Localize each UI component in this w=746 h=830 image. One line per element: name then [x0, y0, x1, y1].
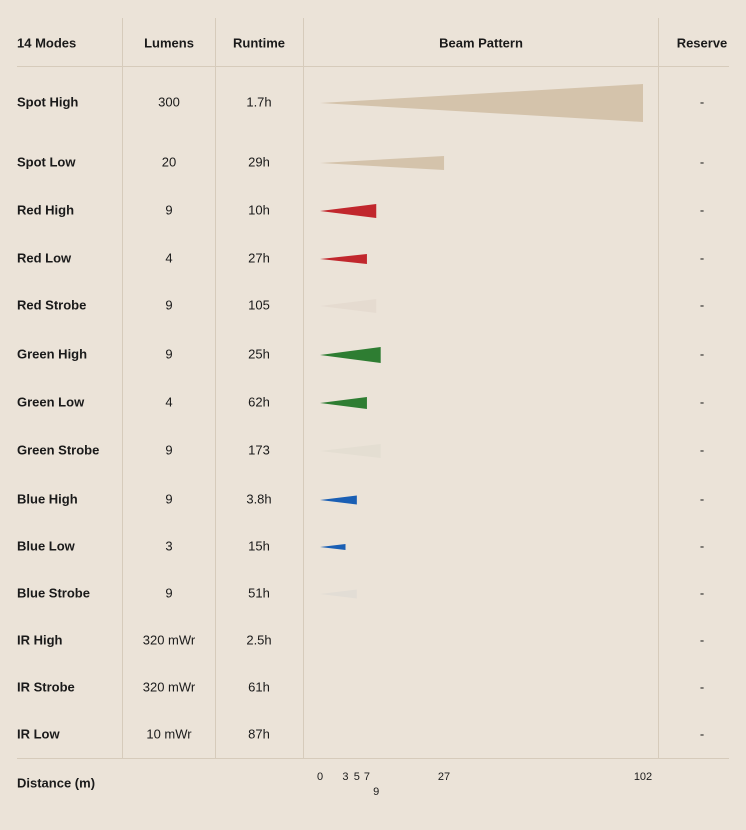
runtime: 61h [248, 679, 270, 694]
beam [320, 444, 381, 458]
mode-name: IR Low [17, 726, 60, 741]
reserve: - [700, 632, 704, 647]
reserve: - [700, 491, 704, 506]
beam [320, 397, 367, 409]
beam [320, 544, 346, 550]
lumens: 9 [165, 346, 172, 361]
lumens: 9 [165, 442, 172, 457]
mode-name: Spot Low [17, 154, 76, 169]
lumens: 9 [165, 202, 172, 217]
mode-name: Red Low [17, 250, 72, 265]
mode-name: Red Strobe [17, 297, 86, 312]
beam [320, 156, 445, 170]
runtime: 62h [248, 394, 270, 409]
runtime: 25h [248, 346, 270, 361]
runtime: 15h [248, 538, 270, 553]
runtime: 51h [248, 585, 270, 600]
mode-name: Green Low [17, 394, 85, 409]
lumens: 9 [165, 297, 172, 312]
distance-tick: 3 [342, 771, 348, 783]
reserve: - [700, 202, 704, 217]
distance-tick: 9 [373, 786, 379, 798]
mode-name: Red High [17, 202, 74, 217]
beam [320, 299, 377, 313]
reserve: - [700, 394, 704, 409]
lumens: 10 mWr [146, 726, 192, 741]
mode-name: Blue Strobe [17, 585, 90, 600]
reserve: - [700, 94, 704, 109]
table-lines [17, 18, 729, 759]
runtime: 10h [248, 202, 270, 217]
lumens: 4 [165, 250, 172, 265]
header-cell: Beam Pattern [439, 35, 523, 50]
lumens: 4 [165, 394, 172, 409]
runtime: 173 [248, 442, 270, 457]
runtime: 105 [248, 297, 270, 312]
distance-tick: 7 [364, 771, 370, 783]
lumens: 300 [158, 94, 180, 109]
reserve: - [700, 297, 704, 312]
distance-tick: 5 [354, 771, 360, 783]
beam [320, 254, 367, 264]
lumens: 9 [165, 491, 172, 506]
mode-name: Blue High [17, 491, 78, 506]
runtime: 29h [248, 154, 270, 169]
lumens: 320 mWr [143, 679, 196, 694]
runtime: 27h [248, 250, 270, 265]
lumens: 20 [162, 154, 176, 169]
reserve: - [700, 154, 704, 169]
mode-name: IR Strobe [17, 679, 75, 694]
header-cell: 14 Modes [17, 35, 76, 50]
mode-name: Blue Low [17, 538, 76, 553]
runtime: 87h [248, 726, 270, 741]
runtime: 3.8h [246, 491, 271, 506]
runtime: 2.5h [246, 632, 271, 647]
mode-name: Spot High [17, 94, 78, 109]
header-cell: Runtime [233, 35, 285, 50]
distance-tick: 0 [317, 771, 323, 783]
lumens: 320 mWr [143, 632, 196, 647]
distance-tick: 27 [438, 771, 450, 783]
axis-label: Distance (m) [17, 775, 95, 790]
reserve: - [700, 538, 704, 553]
beam [320, 84, 643, 122]
runtime: 1.7h [246, 94, 271, 109]
beam [320, 204, 377, 218]
distance-tick: 102 [634, 771, 652, 783]
header-cell: Lumens [144, 35, 194, 50]
reserve: - [700, 585, 704, 600]
header-cell: Reserve [677, 35, 728, 50]
lumens: 9 [165, 585, 172, 600]
reserve: - [700, 250, 704, 265]
beam [320, 347, 381, 363]
beam [320, 589, 357, 599]
reserve: - [700, 442, 704, 457]
reserve: - [700, 346, 704, 361]
reserve: - [700, 726, 704, 741]
lumens: 3 [165, 538, 172, 553]
reserve: - [700, 679, 704, 694]
beam [320, 495, 357, 505]
mode-name: IR High [17, 632, 63, 647]
mode-name: Green Strobe [17, 442, 99, 457]
mode-name: Green High [17, 346, 87, 361]
